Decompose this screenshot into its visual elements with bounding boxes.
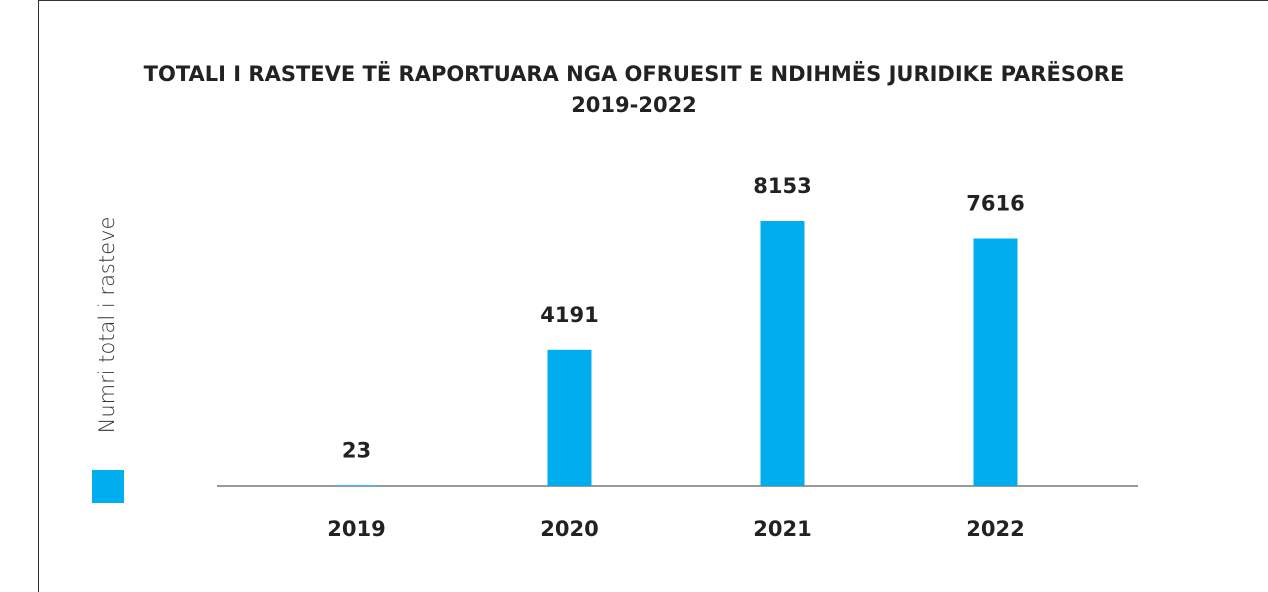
bar	[973, 238, 1018, 486]
x-tick-label: 2021	[753, 517, 811, 541]
x-tick-label: 2019	[327, 517, 385, 541]
value-label: 8153	[753, 174, 811, 198]
legend-swatch	[92, 470, 124, 503]
value-label: 23	[342, 438, 371, 462]
chart-title: 2019-2022	[571, 93, 697, 117]
value-label: 7616	[966, 191, 1024, 215]
frame	[38, 0, 1268, 592]
bar	[547, 349, 592, 486]
chart-title: TOTALI I RASTEVE TË RAPORTUARA NGA OFRUE…	[144, 61, 1125, 86]
x-tick-label: 2022	[966, 517, 1024, 541]
bar	[334, 485, 379, 486]
legend-label: Numri total i rasteve	[95, 217, 119, 434]
x-tick-label: 2020	[540, 517, 598, 541]
bar	[760, 221, 805, 486]
value-label: 4191	[540, 303, 598, 327]
